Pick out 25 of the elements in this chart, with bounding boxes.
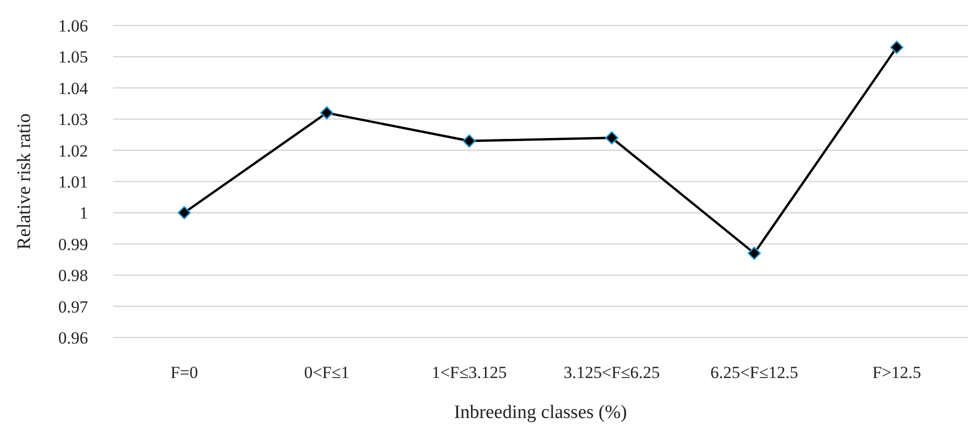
y-tick-label: 1 [80, 204, 88, 223]
point [605, 131, 618, 144]
x-tick-label: F=0 [170, 363, 198, 382]
y-axis-title: Relative risk ratio [14, 113, 35, 250]
y-tick-label: 0.99 [58, 234, 88, 254]
point [178, 206, 191, 220]
y-tick-label: 1.05 [58, 48, 88, 67]
y-tick-label: 1.04 [58, 78, 88, 98]
x-axis-title: Inbreeding classes (%) [454, 402, 628, 423]
point [320, 106, 334, 120]
x-tick-label: 0<F≤1 [304, 363, 350, 382]
y-tick-label: 1.03 [58, 110, 88, 130]
y-tick-label: 1.02 [58, 141, 88, 160]
point [462, 134, 476, 148]
y-tick-label: 1.06 [58, 16, 88, 36]
x-tick-label: 6.25<F≤12.5 [710, 363, 798, 382]
point [890, 40, 904, 54]
x-tick-label: 1<F≤3.125 [432, 363, 507, 382]
point [748, 246, 761, 260]
y-tick-label: 0.97 [58, 297, 88, 316]
x-tick-label: 3.125<F≤6.25 [564, 363, 660, 382]
y-tick-label: 0.96 [58, 328, 88, 348]
y-tick-label: 0.98 [58, 266, 88, 286]
x-tick-label: F>12.5 [872, 363, 922, 382]
y-tick-label: 1.01 [58, 172, 88, 192]
